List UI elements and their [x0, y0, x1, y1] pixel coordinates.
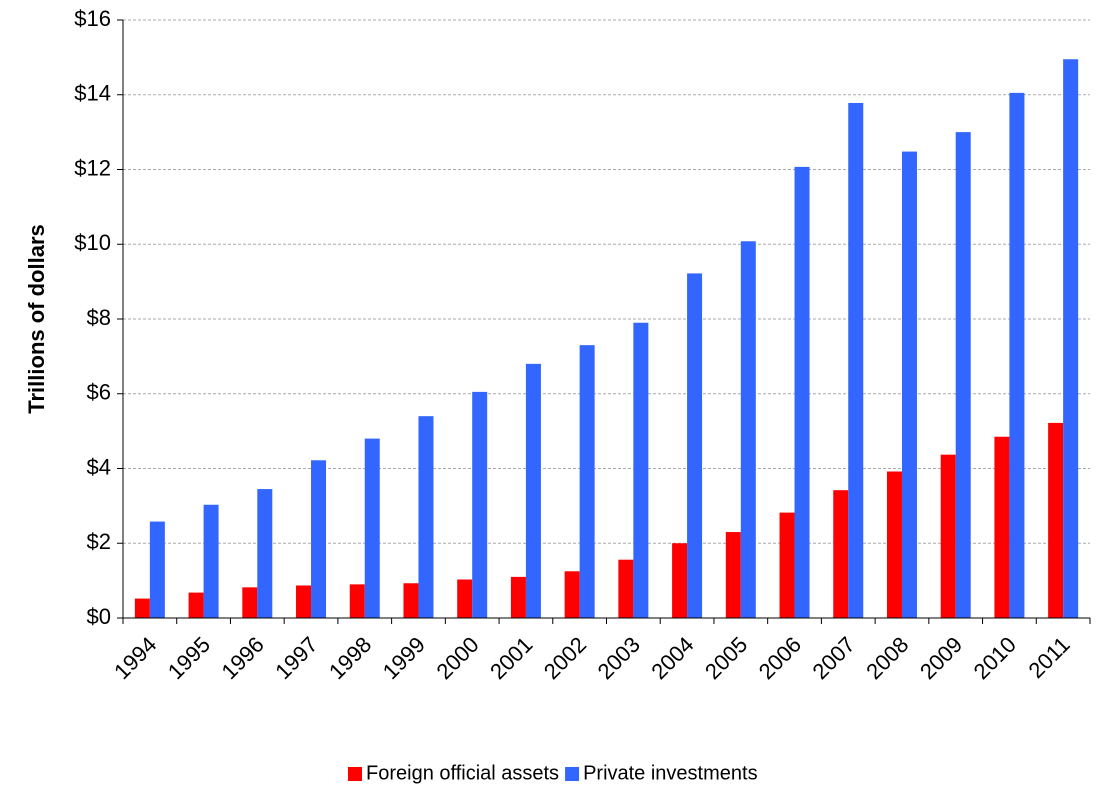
bar [833, 490, 849, 618]
bar [618, 559, 634, 618]
legend-swatch [565, 767, 580, 781]
y-tick-label: $0 [87, 604, 111, 629]
x-tick-label: 1995 [163, 632, 215, 684]
y-tick-label: $8 [87, 305, 111, 330]
bar [940, 454, 956, 618]
bar [134, 598, 150, 618]
y-tick-label: $4 [87, 454, 111, 479]
bar [242, 587, 258, 618]
bar [149, 521, 165, 618]
x-tick-label: 2008 [861, 632, 913, 684]
bar [848, 102, 864, 618]
legend-label: Foreign official assets [366, 762, 559, 784]
bar [311, 460, 327, 618]
x-tick-label: 2000 [431, 632, 483, 684]
x-tick-label: 2005 [700, 632, 752, 684]
y-tick-label: $14 [74, 81, 111, 106]
bar [779, 512, 795, 618]
bar [901, 151, 917, 618]
x-tick-label: 1996 [217, 632, 269, 684]
bar [725, 532, 741, 618]
x-tick-label: 2010 [969, 632, 1021, 684]
bar [740, 241, 756, 618]
legend-label: Private investments [583, 762, 758, 784]
x-tick-label: 1997 [270, 632, 322, 684]
bar [525, 363, 541, 618]
x-tick-label: 2003 [593, 632, 645, 684]
bar [687, 273, 703, 618]
legend-swatch [348, 767, 362, 781]
bar [886, 471, 902, 618]
y-tick-label: $16 [74, 6, 111, 31]
bar [418, 416, 434, 618]
x-tick-label: 1999 [378, 632, 430, 684]
x-tick-label: 1994 [109, 632, 161, 684]
x-tick-label: 2004 [646, 632, 698, 684]
bar [672, 543, 688, 618]
y-tick-label: $10 [74, 230, 111, 255]
bar [364, 438, 380, 618]
x-tick-label: 2002 [539, 632, 591, 684]
bar [564, 571, 580, 618]
x-tick-label: 2007 [807, 632, 859, 684]
bar [579, 345, 595, 618]
bar [994, 436, 1010, 618]
bar [1009, 92, 1025, 619]
bar [203, 504, 219, 618]
bar [457, 579, 473, 618]
y-axis-label: Trillions of dollars [24, 224, 49, 413]
x-tick-label: 2011 [1024, 632, 1075, 683]
y-tick-label: $6 [87, 380, 111, 405]
x-tick-label: 2001 [485, 632, 537, 684]
bar [188, 592, 204, 618]
y-tick-label: $12 [74, 155, 111, 180]
bar [349, 584, 365, 618]
y-tick-label: $2 [87, 529, 111, 554]
bar [472, 391, 488, 618]
x-tick-label: 2009 [915, 632, 967, 684]
bar [1063, 59, 1079, 618]
bar [955, 132, 971, 618]
x-tick-label: 1998 [324, 632, 376, 684]
bar [257, 489, 273, 618]
bar [510, 576, 526, 618]
bar [296, 585, 312, 618]
bar [403, 583, 419, 618]
bar [1048, 422, 1064, 618]
bar [633, 322, 649, 618]
bar [794, 166, 810, 619]
x-tick-label: 2006 [754, 632, 806, 684]
